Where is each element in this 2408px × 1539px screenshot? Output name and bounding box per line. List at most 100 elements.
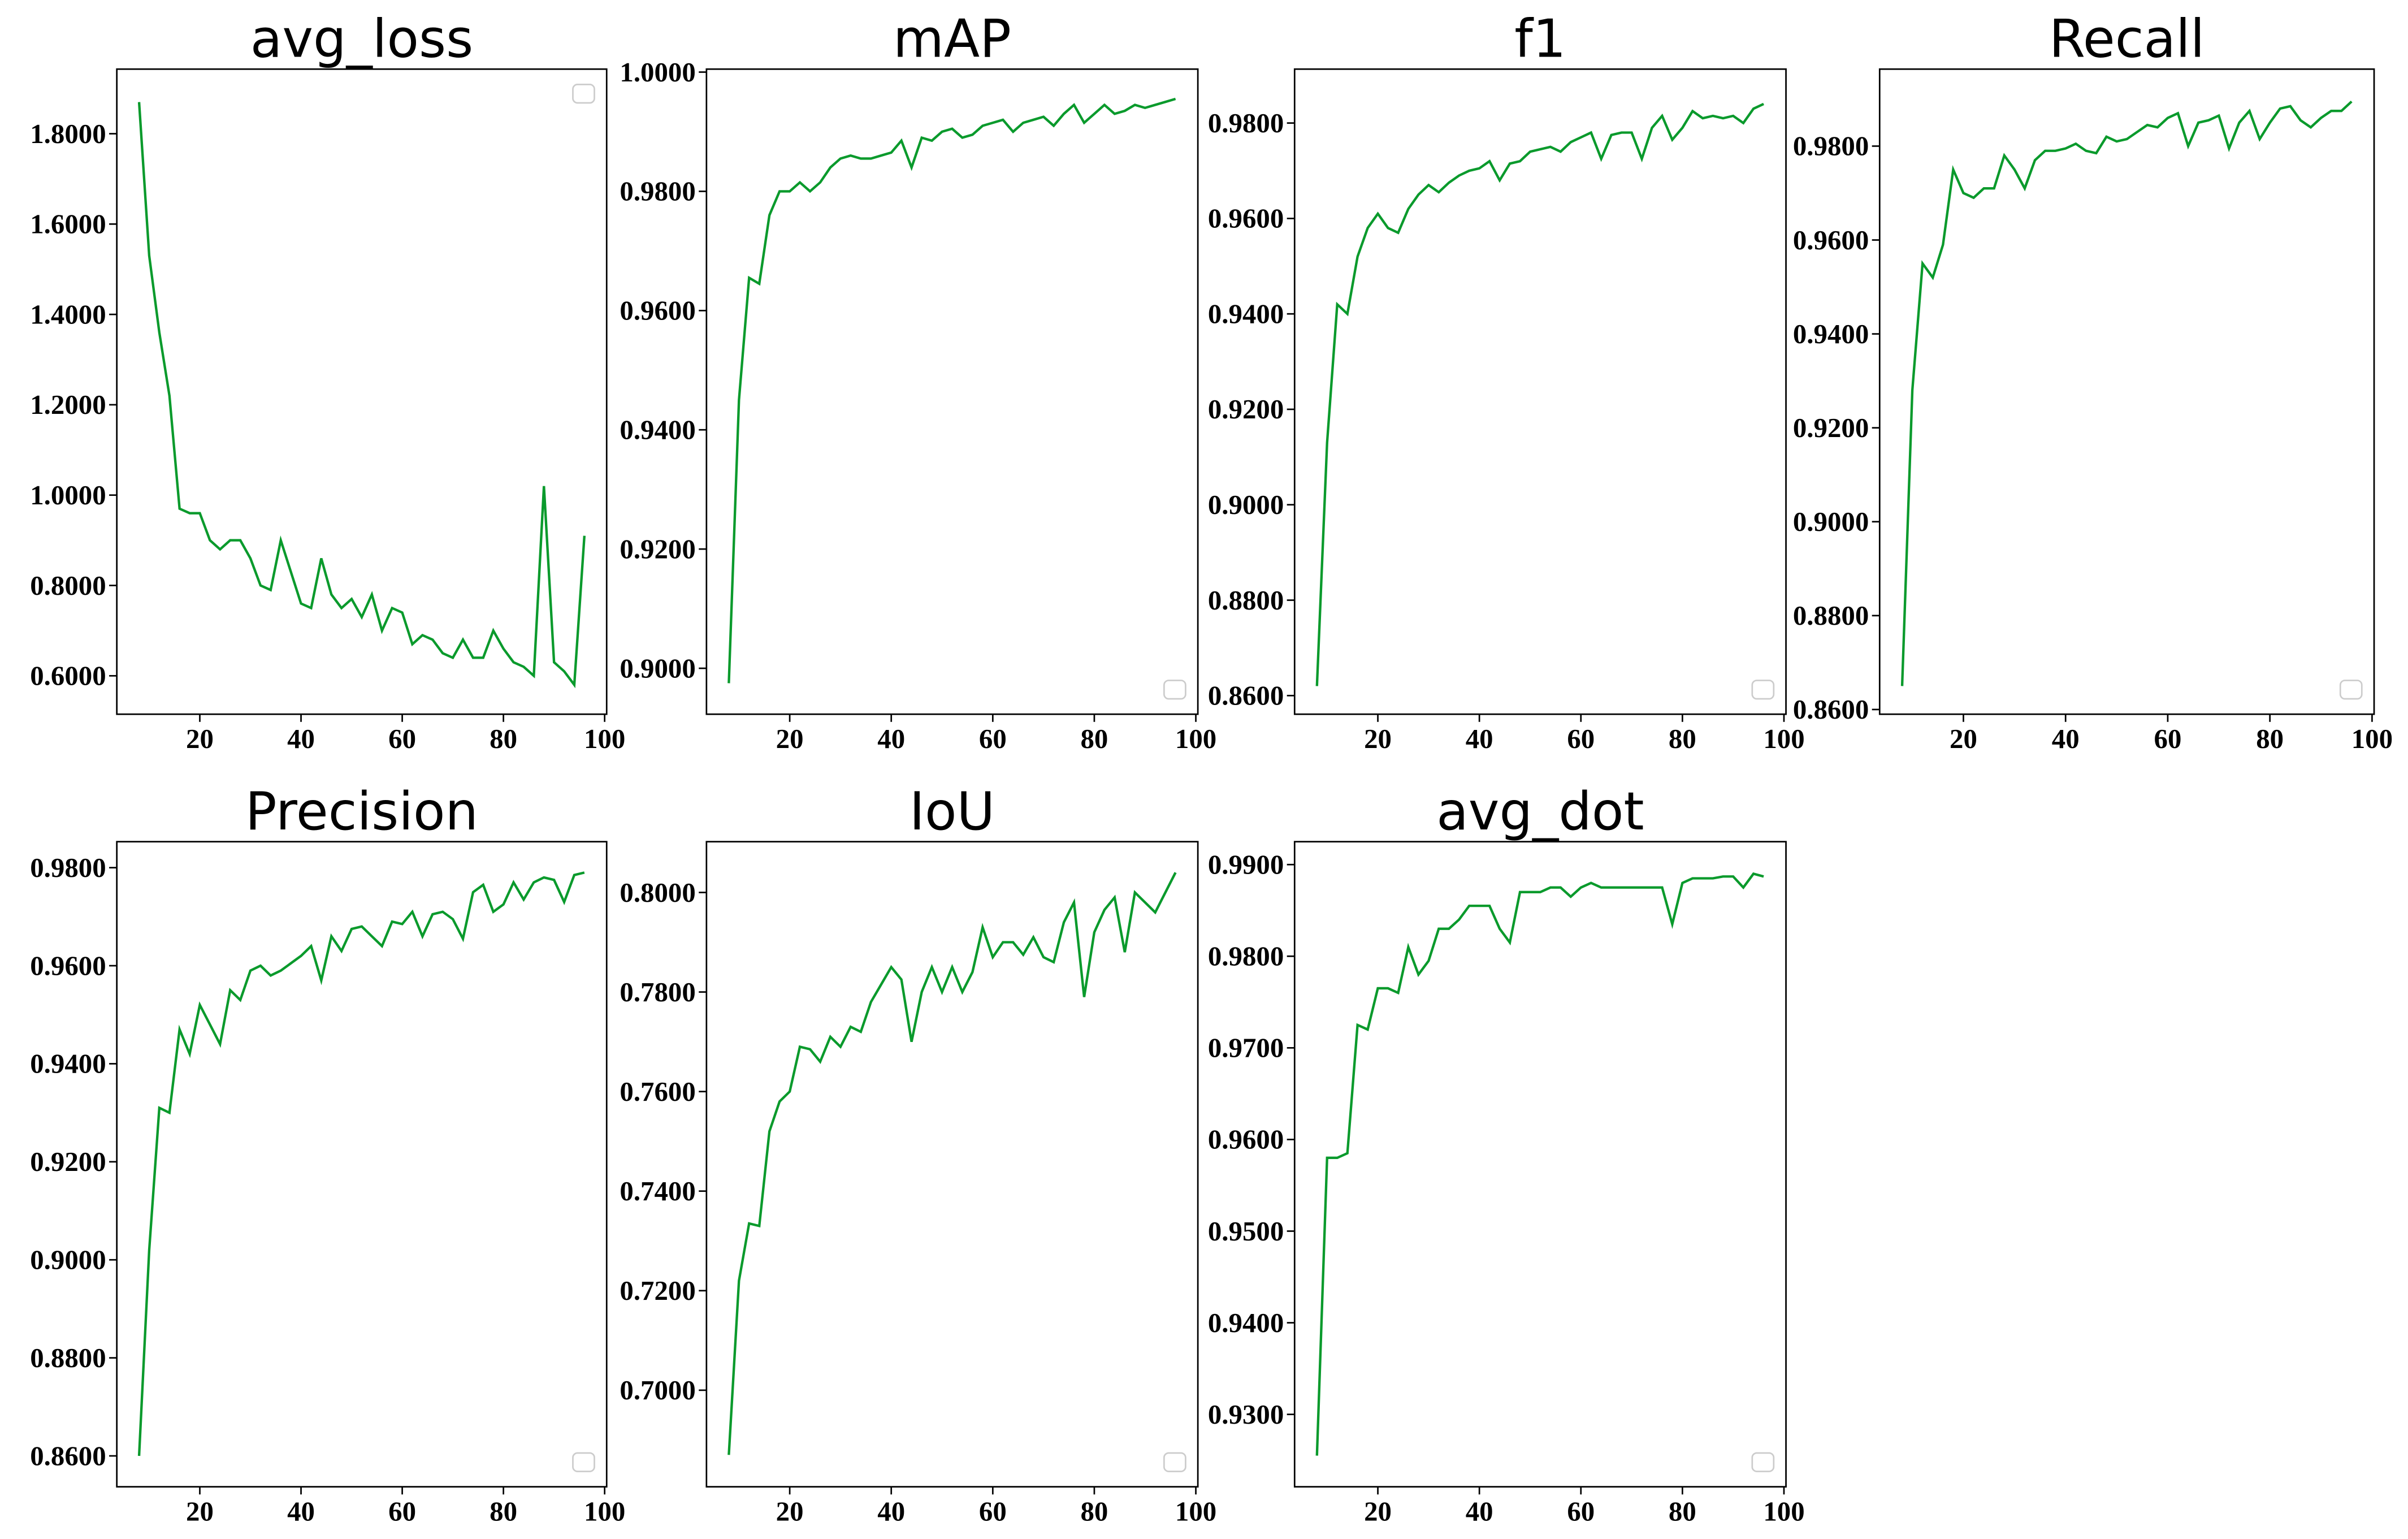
x-tick-label: 40 (287, 1495, 315, 1527)
y-tick-label: 0.9000 (30, 1244, 106, 1276)
y-tick-label: 0.8600 (1793, 694, 1869, 725)
x-tick-label: 60 (388, 723, 416, 754)
x-tick-label: 80 (490, 1495, 517, 1527)
chart-title: Precision (245, 781, 478, 842)
y-tick-label: 0.9700 (1208, 1032, 1284, 1064)
y-tick-label: 0.9600 (620, 295, 695, 326)
subplot: Precision 0.8600 0.8800 0.9000 0.9200 0.9400 0… (30, 781, 625, 1527)
y-tick-label: 0.9400 (1208, 298, 1284, 329)
data-line (727, 97, 1176, 684)
x-tick-label: 20 (776, 723, 804, 754)
data-line (137, 871, 585, 1456)
y-tick-label: 0.7000 (620, 1374, 695, 1406)
y-tick-label: 1.8000 (30, 118, 106, 149)
chart-title: f1 (1514, 8, 1566, 70)
y-tick-label: 0.9500 (1208, 1216, 1284, 1247)
x-tick-label: 40 (2052, 723, 2080, 754)
y-tick-label: 0.9200 (620, 533, 695, 564)
y-tick-label: 0.9400 (1793, 318, 1869, 349)
x-tick-label: 80 (1669, 1495, 1696, 1527)
y-tick-label: 0.7400 (620, 1175, 695, 1207)
y-tick-label: 0.9900 (1208, 849, 1284, 880)
y-tick-label: 0.6000 (30, 660, 106, 691)
y-tick-label: 0.8000 (30, 570, 106, 601)
x-tick-label: 100 (1175, 723, 1216, 754)
data-line (1900, 100, 2353, 686)
data-line (727, 872, 1177, 1455)
x-tick-label: 20 (186, 723, 214, 754)
x-tick-label: 60 (979, 1495, 1007, 1527)
x-tick-label: 40 (877, 1495, 905, 1527)
x-tick-label: 20 (186, 1495, 214, 1527)
x-tick-label: 60 (1567, 723, 1595, 754)
legend-box (1163, 1452, 1186, 1472)
y-tick-label: 1.2000 (30, 389, 106, 420)
x-tick-label: 20 (1364, 1495, 1392, 1527)
y-tick-label: 0.9600 (30, 950, 106, 981)
y-tick-label: 0.9000 (1208, 489, 1284, 520)
y-tick-label: 0.9200 (30, 1146, 106, 1177)
axes-frame (116, 841, 608, 1488)
x-tick-label: 100 (1763, 723, 1804, 754)
data-line (1315, 102, 1764, 686)
axes-frame (1878, 68, 2375, 715)
data-line (137, 102, 586, 689)
x-tick-label: 100 (1763, 1495, 1804, 1527)
x-tick-label: 40 (1466, 1495, 1493, 1527)
x-tick-label: 80 (490, 723, 517, 754)
y-tick-label: 0.9800 (1208, 107, 1284, 139)
y-tick-label: 0.9400 (1208, 1307, 1284, 1338)
y-tick-label: 0.9600 (1208, 203, 1284, 234)
y-tick-label: 1.0000 (620, 57, 695, 88)
x-tick-label: 20 (1950, 723, 1977, 754)
y-tick-label: 0.7200 (620, 1275, 695, 1306)
subplot: Recall 0.8600 0.8800 0.9000 0.9200 0.9400 0.96… (1793, 8, 2393, 754)
chart-title: avg_dot (1436, 781, 1644, 842)
legend-box (1751, 680, 1775, 700)
y-tick-label: 1.0000 (30, 479, 106, 511)
x-tick-label: 80 (1080, 1495, 1108, 1527)
axes-frame (705, 841, 1199, 1488)
y-tick-label: 0.9200 (1208, 394, 1284, 425)
chart-title: Recall (2049, 8, 2205, 70)
subplot: f1 0.8600 0.8800 0.9000 0.9200 0.9400 0.9600 0.… (1208, 8, 1805, 754)
y-tick-label: 0.7800 (620, 976, 695, 1008)
x-tick-label: 100 (584, 1495, 625, 1527)
legend-box (1163, 680, 1186, 700)
y-tick-label: 0.8800 (30, 1342, 106, 1373)
y-tick-label: 0.9800 (1793, 131, 1869, 162)
chart-title: avg_loss (250, 8, 473, 70)
x-tick-label: 60 (2154, 723, 2182, 754)
x-tick-label: 20 (1364, 723, 1392, 754)
y-tick-label: 0.8600 (30, 1440, 106, 1471)
x-tick-label: 20 (776, 1495, 804, 1527)
axes-frame (705, 68, 1199, 715)
legend-box (572, 1452, 595, 1472)
legend-box (2339, 680, 2363, 700)
y-tick-label: 0.8800 (1208, 585, 1284, 616)
data-line (1315, 872, 1764, 1456)
y-tick-label: 0.9800 (1208, 941, 1284, 972)
x-tick-label: 80 (1669, 723, 1696, 754)
subplot: mAP 0.9000 0.9200 0.9400 0.9600 0.9800 1.0000 2… (620, 8, 1216, 754)
y-tick-label: 0.8000 (620, 877, 695, 908)
y-tick-label: 0.9400 (620, 414, 695, 446)
y-tick-label: 0.9800 (620, 176, 695, 207)
y-tick-label: 1.4000 (30, 299, 106, 330)
x-tick-label: 60 (979, 723, 1007, 754)
x-tick-label: 80 (1080, 723, 1108, 754)
y-tick-label: 0.9600 (1793, 224, 1869, 256)
x-tick-label: 80 (2256, 723, 2284, 754)
y-tick-label: 0.9000 (620, 652, 695, 684)
x-tick-label: 60 (388, 1495, 416, 1527)
y-tick-label: 0.9400 (30, 1048, 106, 1079)
axes-frame (116, 68, 608, 715)
axes-frame (1293, 841, 1787, 1488)
legend-box (1751, 1452, 1775, 1472)
subplot: avg_loss 0.6000 0.8000 1.0000 1.2000 1.4000 1.… (30, 8, 625, 754)
y-tick-label: 0.8800 (1793, 600, 1869, 631)
y-tick-label: 0.9200 (1793, 412, 1869, 443)
subplot: IoU 0.7000 0.7200 0.7400 0.7600 0.7800 0.8000 2… (620, 781, 1216, 1527)
y-tick-label: 0.9300 (1208, 1399, 1284, 1430)
